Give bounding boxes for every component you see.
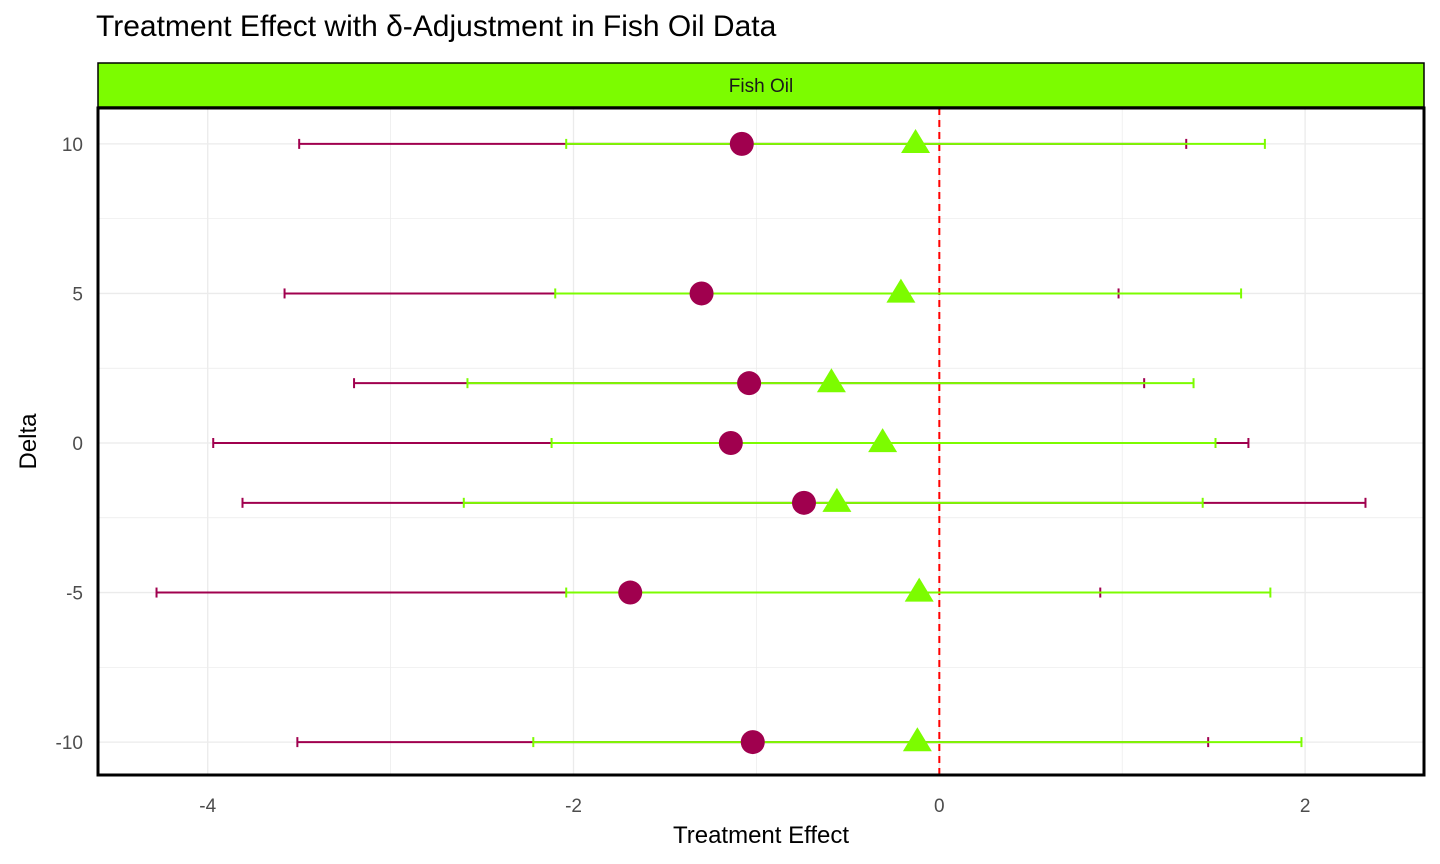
facet-strip bbox=[97, 62, 1425, 108]
triangle-point bbox=[902, 727, 932, 752]
circle-point bbox=[729, 131, 754, 156]
circle-point bbox=[618, 580, 643, 605]
x-tick-label: -2 bbox=[565, 796, 582, 817]
data-marks bbox=[155, 129, 1367, 755]
triangle-point bbox=[886, 278, 916, 303]
triangle-point bbox=[822, 487, 852, 512]
circle-point bbox=[689, 281, 714, 306]
chart-title: Treatment Effect with δ-Adjustment in Fi… bbox=[96, 10, 777, 43]
circle-point bbox=[718, 430, 743, 455]
y-tick-label: 5 bbox=[72, 284, 83, 305]
grid-lines bbox=[98, 108, 1424, 775]
x-axis-title: Treatment Effect bbox=[673, 822, 849, 849]
circle-point bbox=[791, 490, 816, 515]
y-tick-label: -10 bbox=[56, 733, 83, 754]
triangle-point bbox=[901, 129, 931, 154]
triangle-point bbox=[816, 368, 846, 393]
circle-point bbox=[737, 371, 762, 396]
y-tick-label: -5 bbox=[66, 584, 83, 605]
axis-labels: -4 -2 0 2 -10 -5 0 5 10 bbox=[56, 135, 1311, 817]
facet-strip-label: Fish Oil bbox=[729, 76, 793, 97]
y-tick-label: 10 bbox=[62, 135, 83, 156]
circle-point bbox=[740, 730, 765, 755]
x-tick-label: 2 bbox=[1300, 796, 1311, 817]
x-tick-label: -4 bbox=[199, 796, 216, 817]
y-tick-label: 0 bbox=[72, 434, 83, 455]
triangle-point bbox=[904, 577, 934, 602]
panel-border bbox=[96, 106, 1426, 777]
triangle-point bbox=[868, 428, 898, 453]
y-axis-title: Delta bbox=[15, 413, 42, 470]
x-tick-label: 0 bbox=[934, 796, 945, 817]
